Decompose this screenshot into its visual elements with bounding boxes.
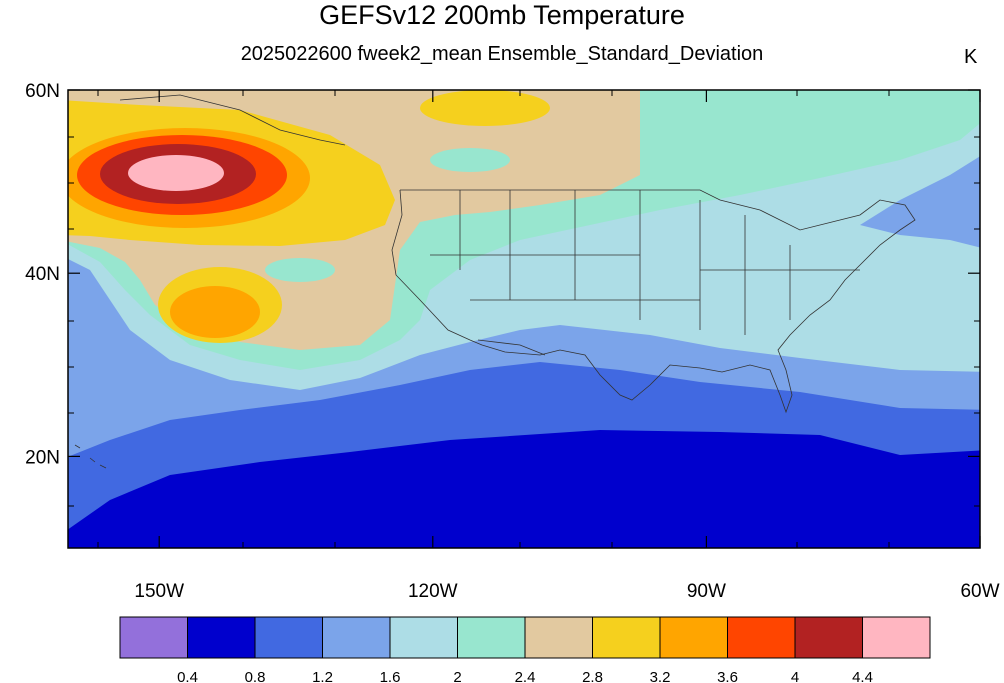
colorbar-label: 2.4 — [515, 669, 536, 683]
band-upper-right — [860, 156, 980, 248]
band-2p4-2p8-hole — [265, 258, 335, 282]
colorbar-swatch — [862, 616, 931, 659]
colorbar-swatch — [187, 616, 256, 659]
colorbar-swatch — [254, 616, 323, 659]
colorbar-label: 4 — [791, 669, 799, 683]
colorbar-label: 0.8 — [245, 669, 266, 683]
band-3p2-3p6-c — [420, 90, 550, 126]
lat-tick-label: 60N — [25, 81, 60, 102]
lat-tick-label: 40N — [25, 264, 60, 285]
colorbar-swatch — [727, 616, 796, 659]
colorbar-swatch — [119, 616, 188, 659]
state-lines — [430, 190, 860, 335]
colorbar-swatch — [457, 616, 526, 659]
alaska-coast — [119, 94, 346, 146]
colorbar-label: 3.6 — [717, 669, 738, 683]
colorbar-swatch — [659, 616, 728, 659]
lon-tick-label: 60W — [960, 581, 999, 602]
colorbar-label: 1.2 — [312, 669, 333, 683]
colorbar-swatch — [322, 616, 391, 659]
hawaii — [74, 444, 107, 469]
lat-tick-label: 20N — [25, 447, 60, 468]
lon-tick-label: 90W — [687, 581, 726, 602]
colorbar-swatch — [592, 616, 661, 659]
tick-labels: 60N 40N 20N 150W 120W 90W 60W — [25, 81, 999, 602]
band-2p4-2p8-hole-2 — [430, 148, 510, 172]
colorbar-swatch — [389, 616, 458, 659]
units-label: K — [964, 46, 978, 68]
lon-tick-label: 120W — [408, 581, 458, 602]
colorbar: 0.4 0.8 1.2 1.6 2 2.4 2.8 3.2 3.6 4 4.4 — [119, 616, 931, 683]
colorbar-label: 3.2 — [650, 669, 671, 683]
minor-ticks — [68, 90, 980, 548]
lon-tick-label: 150W — [134, 581, 184, 602]
colorbar-label: 1.6 — [380, 669, 401, 683]
band-3p6-4p0-b — [170, 286, 260, 338]
coastlines — [74, 94, 916, 469]
colorbar-label: 2 — [453, 669, 461, 683]
colorbar-swatch — [794, 616, 863, 659]
colorbar-label: 0.4 — [177, 669, 198, 683]
band-above-4p8 — [128, 155, 224, 191]
contour-field — [68, 90, 980, 548]
us-coastline — [391, 189, 916, 414]
colorbar-swatch — [524, 616, 593, 659]
us-canada-border — [400, 189, 841, 231]
colorbar-label: 2.8 — [582, 669, 603, 683]
major-ticks — [68, 89, 981, 548]
map-frame — [67, 89, 981, 549]
colorbar-label: 4.4 — [852, 669, 873, 683]
mexico-border — [477, 339, 546, 356]
map-subtitle: 2025022600 fweek2_mean Ensemble_Standard… — [240, 43, 764, 65]
map-title: GEFSv12 200mb Temperature — [319, 0, 685, 30]
